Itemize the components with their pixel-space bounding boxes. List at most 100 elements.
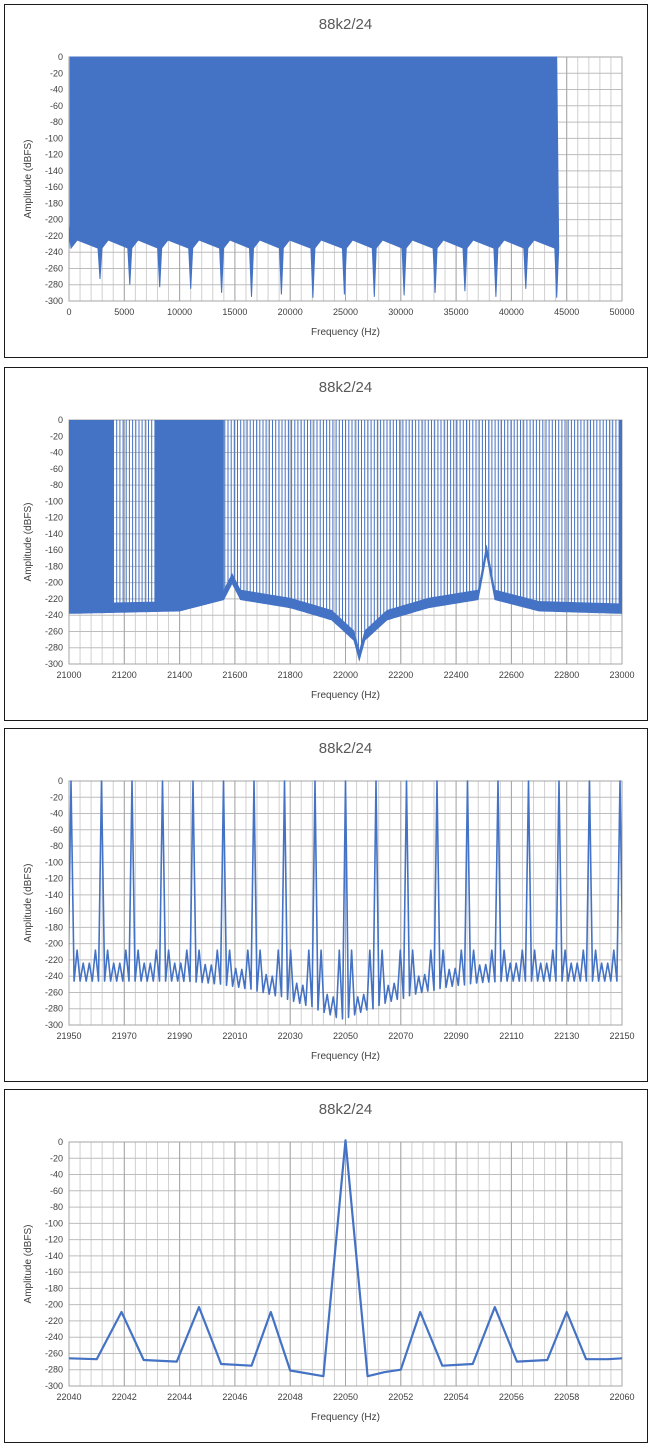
chart-4-data-point: [120, 1311, 123, 1313]
chart-4-ytick-label: -160: [45, 1267, 63, 1277]
chart-4-ytick-label: 0: [58, 1137, 63, 1147]
chart-panel-2: 88k2/24 0 -20 -40 -60 -80 -100 -120 -140 -160 -180…: [4, 367, 648, 721]
chart-2-xtick-label: 22000: [333, 670, 358, 680]
chart-3-xtick-label: 22010: [222, 1031, 247, 1041]
chart-4-title: 88k2/24: [319, 1101, 372, 1118]
chart-4-data-point: [366, 1375, 369, 1377]
chart-3-xtick-label: 22150: [609, 1031, 634, 1041]
chart-1-xtick-label: 30000: [388, 307, 413, 317]
chart-3-xaxis-label: Frequency (Hz): [311, 1051, 380, 1062]
chart-1-ytick-label: 0: [58, 52, 63, 62]
chart-1-xtick-label: 45000: [554, 307, 579, 317]
chart-3-ytick-label: -200: [45, 939, 63, 949]
chart-1-ytick-label: -140: [45, 166, 63, 176]
chart-4-data-point: [95, 1358, 98, 1360]
chart-2-xtick-label: 22600: [499, 670, 524, 680]
chart-3-ytick-label: 0: [58, 776, 63, 786]
chart-2-ytick-label: -120: [45, 513, 63, 523]
chart-2-xtick-label: 21200: [112, 670, 137, 680]
chart-2-ytick-label: -60: [50, 464, 63, 474]
chart-2-ytick-label: -200: [45, 578, 63, 588]
chart-4-data-point: [585, 1358, 587, 1360]
chart-1-xaxis-label: Frequency (Hz): [311, 327, 380, 338]
chart-4-ytick-label: -180: [45, 1283, 63, 1293]
chart-3-ytick-label: -260: [45, 987, 63, 997]
chart-1-ytick-label: -20: [50, 68, 63, 78]
chart-2-ytick-label: 0: [58, 415, 63, 425]
chart-4-data-point: [142, 1359, 145, 1361]
chart-3-series-spectrum: [69, 780, 622, 1020]
chart-3-ytick-label: -240: [45, 971, 63, 981]
chart-1-xtick-label: 25000: [333, 307, 358, 317]
chart-3-xtick-label: 22130: [554, 1031, 579, 1041]
chart-1-xtick-label: 0: [66, 307, 71, 317]
chart-2-xtick-label: 22400: [444, 670, 469, 680]
chart-3-xtick-label: 22050: [333, 1031, 358, 1041]
chart-3-ytick-label: -140: [45, 890, 63, 900]
chart-4-ytick-label: -280: [45, 1365, 63, 1375]
chart-4-ytick-label: -140: [45, 1251, 63, 1261]
chart-2: 88k2/24 0 -20 -40 -60 -80 -100 -120 -140 -160 -180…: [23, 379, 635, 701]
chart-4-data-point: [220, 1363, 222, 1365]
chart-4-ytick-label: -240: [45, 1332, 63, 1342]
chart-1-ytick-label: -220: [45, 231, 63, 241]
chart-2-xtick-label: 21400: [167, 670, 192, 680]
chart-3-yaxis-label: Amplitude (dBFS): [23, 864, 34, 943]
chart-1-ytick-label: -100: [45, 133, 63, 143]
chart-4-xtick-label: 22058: [554, 1392, 579, 1402]
chart-4-data-point: [69, 1357, 70, 1360]
chart-1-ytick-label: -280: [45, 280, 63, 290]
chart-4-xtick-label: 22040: [56, 1392, 81, 1402]
chart-3-ytick-label: -40: [50, 809, 63, 819]
chart-2-xtick-label: 23000: [609, 670, 634, 680]
chart-4-ytick-label: -120: [45, 1235, 63, 1245]
chart-2-title: 88k2/24: [319, 379, 372, 396]
chart-1-xtick-label: 35000: [444, 307, 469, 317]
chart-3-xtick-label: 21950: [56, 1031, 81, 1041]
chart-2-ytick-label: -240: [45, 610, 63, 620]
chart-4-data-point: [289, 1369, 292, 1372]
chart-4-ytick-label: -220: [45, 1316, 63, 1326]
chart-2-ytick-label: -140: [45, 529, 63, 539]
chart-2-plot-area: [69, 420, 622, 662]
chart-2-ytick-label: -80: [50, 480, 63, 490]
chart-4-data-point: [250, 1364, 253, 1367]
chart-4-xtick-label: 22056: [499, 1392, 524, 1402]
chart-4-ytick-label: -200: [45, 1300, 63, 1310]
chart-4: 88k2/24 0 -20 -40 -60 -80 -100 -120 -140 -160 -180…: [23, 1101, 635, 1423]
chart-1-title: 88k2/24: [319, 16, 372, 33]
chart-2-ytick-label: -40: [50, 448, 63, 458]
chart-2-ytick-label: -100: [45, 496, 63, 506]
chart-2-ytick-label: -180: [45, 561, 63, 571]
chart-1-xtick-label: 50000: [609, 307, 634, 317]
chart-4-plot-area: [69, 1139, 622, 1378]
chart-4-ytick-label: -20: [50, 1153, 63, 1163]
chart-3-xtick-label: 22030: [278, 1031, 303, 1041]
chart-1-xtick-label: 10000: [167, 307, 192, 317]
chart-4-ytick-label: -80: [50, 1202, 63, 1212]
chart-3-xtick-label: 22090: [444, 1031, 469, 1041]
chart-4-data-point: [322, 1375, 325, 1377]
chart-1-ytick-label: -200: [45, 215, 63, 225]
chart-panel-1: 88k2/24 0 -20 -40 -60 -80 -100 -120 -140 -160 -180…: [4, 4, 648, 358]
chart-3-plot-area: [69, 780, 622, 1020]
chart-4-data-point: [270, 1311, 272, 1313]
chart-4-data-point: [471, 1363, 474, 1365]
chart-4-data-point: [565, 1311, 568, 1313]
chart-2-xaxis-label: Frequency (Hz): [311, 690, 380, 701]
chart-4-ytick-label: -40: [50, 1170, 63, 1180]
chart-2-yaxis-label: Amplitude (dBFS): [23, 503, 34, 582]
chart-3-ytick-label: -60: [50, 825, 63, 835]
chart-1-xtick-label: 15000: [222, 307, 247, 317]
chart-1: 88k2/24 0 -20 -40 -60 -80 -100 -120 -140 -160 -180…: [23, 16, 635, 338]
chart-3-ytick-label: -300: [45, 1020, 63, 1030]
chart-4-ytick-label: -100: [45, 1218, 63, 1228]
chart-3-ytick-label: -80: [50, 841, 63, 851]
chart-2-xtick-label: 21000: [56, 670, 81, 680]
chart-1-xtick-label: 5000: [114, 307, 134, 317]
chart-3-ytick-label: -280: [45, 1004, 63, 1014]
chart-4-data-point: [516, 1360, 518, 1363]
chart-1-ytick-label: -80: [50, 117, 63, 127]
chart-4-data-point: [607, 1358, 609, 1360]
chart-3: 88k2/24 0 -20 -40 -60 -80 -100 -120 -140 -160 -180…: [23, 740, 635, 1062]
